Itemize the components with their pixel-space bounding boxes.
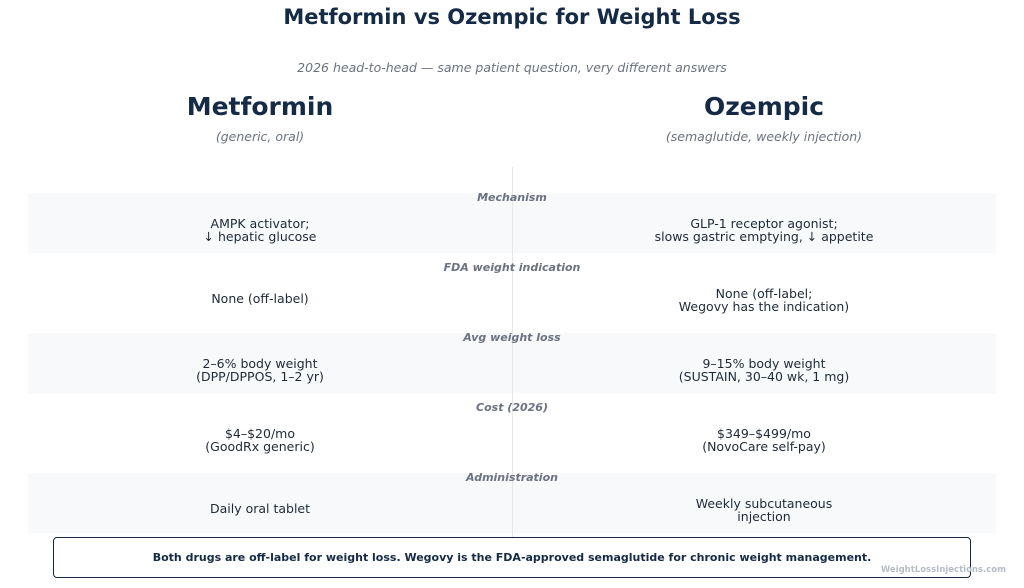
- footer-note: Both drugs are off-label for weight loss…: [53, 537, 971, 578]
- ozempic-administration: Weekly subcutaneous injection: [695, 495, 833, 524]
- metformin-mechanism: AMPK activator; ↓ hepatic glucose: [203, 215, 317, 244]
- ozempic-avg-weight-loss: 9–15% body weight (SUSTAIN, 30–40 wk, 1 …: [678, 355, 850, 384]
- metformin-administration: Daily oral tablet: [209, 501, 311, 517]
- metformin-fda-indication: None (off-label): [211, 291, 309, 307]
- row-label-cost: Cost (2026): [476, 401, 548, 414]
- ozempic-subheading: (semaglutide, weekly injection): [665, 129, 863, 144]
- metformin-heading: Metformin: [186, 92, 334, 121]
- ozempic-mechanism: GLP-1 receptor agonist; slows gastric em…: [654, 215, 874, 244]
- metformin-subheading: (generic, oral): [215, 129, 305, 144]
- row-label-administration: Administration: [466, 471, 558, 484]
- footer-note-text: Both drugs are off-label for weight loss…: [152, 551, 872, 564]
- metformin-avg-weight-loss: 2–6% body weight (DPP/DPPOS, 1–2 yr): [196, 355, 324, 384]
- page-subtitle: 2026 head-to-head — same patient questio…: [297, 60, 727, 75]
- metformin-cost: $4–$20/mo (GoodRx generic): [205, 425, 315, 454]
- page-title: Metformin vs Ozempic for Weight Loss: [283, 5, 741, 29]
- row-label-mechanism: Mechanism: [477, 191, 547, 204]
- ozempic-heading: Ozempic: [703, 92, 825, 121]
- row-label-avg-weight-loss: Avg weight loss: [463, 331, 561, 344]
- ozempic-fda-indication: None (off-label; Wegovy has the indicati…: [678, 285, 850, 314]
- row-label-fda-indication: FDA weight indication: [443, 261, 581, 274]
- ozempic-cost: $349–$499/mo (NovoCare self-pay): [702, 425, 826, 454]
- watermark: WeightLossInjections.com: [880, 565, 1006, 575]
- column-divider: [512, 167, 513, 539]
